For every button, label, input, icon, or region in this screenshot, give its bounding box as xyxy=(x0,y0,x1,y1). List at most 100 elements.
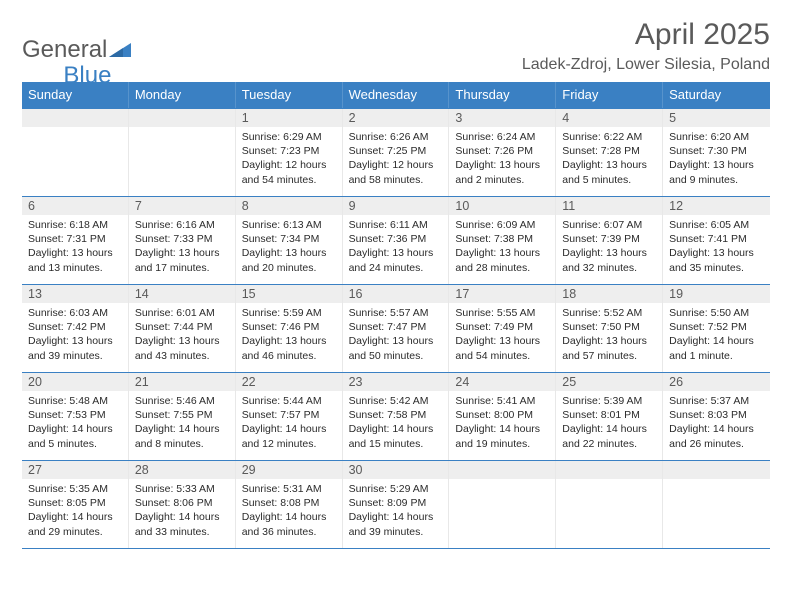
weekday-label: Saturday xyxy=(663,82,770,108)
sunset-text: Sunset: 8:03 PM xyxy=(669,408,764,422)
day-number: 22 xyxy=(236,373,343,391)
daylight-text: Daylight: 13 hours and 17 minutes. xyxy=(135,246,229,274)
sunset-text: Sunset: 7:57 PM xyxy=(242,408,336,422)
day-info: Sunrise: 5:31 AMSunset: 8:08 PMDaylight:… xyxy=(236,479,343,548)
sunset-text: Sunset: 7:28 PM xyxy=(562,144,656,158)
day-info: Sunrise: 5:52 AMSunset: 7:50 PMDaylight:… xyxy=(556,303,663,372)
sunrise-text: Sunrise: 6:07 AM xyxy=(562,218,656,232)
daylight-text: Daylight: 13 hours and 24 minutes. xyxy=(349,246,443,274)
sunset-text: Sunset: 8:06 PM xyxy=(135,496,229,510)
day-number: 30 xyxy=(343,461,450,479)
day-number: 5 xyxy=(663,109,770,127)
sunset-text: Sunset: 8:01 PM xyxy=(562,408,656,422)
week-daynum-row: 13141516171819 xyxy=(22,284,770,303)
day-number: 17 xyxy=(449,285,556,303)
day-number: 8 xyxy=(236,197,343,215)
day-number: 21 xyxy=(129,373,236,391)
week-daynum-row: 27282930 xyxy=(22,460,770,479)
day-info: Sunrise: 6:18 AMSunset: 7:31 PMDaylight:… xyxy=(22,215,129,284)
daylight-text: Daylight: 14 hours and 33 minutes. xyxy=(135,510,229,538)
day-info: Sunrise: 5:37 AMSunset: 8:03 PMDaylight:… xyxy=(663,391,770,460)
day-number: 28 xyxy=(129,461,236,479)
day-number xyxy=(556,461,663,479)
sunrise-text: Sunrise: 6:05 AM xyxy=(669,218,764,232)
sunrise-text: Sunrise: 5:57 AM xyxy=(349,306,443,320)
daylight-text: Daylight: 14 hours and 12 minutes. xyxy=(242,422,336,450)
daylight-text: Daylight: 13 hours and 46 minutes. xyxy=(242,334,336,362)
day-number: 15 xyxy=(236,285,343,303)
day-info: Sunrise: 6:07 AMSunset: 7:39 PMDaylight:… xyxy=(556,215,663,284)
sunset-text: Sunset: 7:33 PM xyxy=(135,232,229,246)
sunset-text: Sunset: 7:55 PM xyxy=(135,408,229,422)
day-info: Sunrise: 6:24 AMSunset: 7:26 PMDaylight:… xyxy=(449,127,556,196)
logo-text-general: General xyxy=(22,36,107,64)
day-number: 19 xyxy=(663,285,770,303)
sunrise-text: Sunrise: 5:41 AM xyxy=(455,394,549,408)
sunset-text: Sunset: 7:49 PM xyxy=(455,320,549,334)
day-info: Sunrise: 5:42 AMSunset: 7:58 PMDaylight:… xyxy=(343,391,450,460)
day-info: Sunrise: 5:29 AMSunset: 8:09 PMDaylight:… xyxy=(343,479,450,548)
sunrise-text: Sunrise: 6:09 AM xyxy=(455,218,549,232)
daylight-text: Daylight: 14 hours and 1 minute. xyxy=(669,334,764,362)
day-info xyxy=(556,479,663,548)
daylight-text: Daylight: 14 hours and 15 minutes. xyxy=(349,422,443,450)
sunrise-text: Sunrise: 5:46 AM xyxy=(135,394,229,408)
day-info: Sunrise: 6:16 AMSunset: 7:33 PMDaylight:… xyxy=(129,215,236,284)
sunrise-text: Sunrise: 6:26 AM xyxy=(349,130,443,144)
day-info: Sunrise: 5:35 AMSunset: 8:05 PMDaylight:… xyxy=(22,479,129,548)
sunset-text: Sunset: 7:53 PM xyxy=(28,408,122,422)
sunrise-text: Sunrise: 6:03 AM xyxy=(28,306,122,320)
sunset-text: Sunset: 7:46 PM xyxy=(242,320,336,334)
week-info-row: Sunrise: 6:29 AMSunset: 7:23 PMDaylight:… xyxy=(22,127,770,196)
day-info: Sunrise: 6:03 AMSunset: 7:42 PMDaylight:… xyxy=(22,303,129,372)
sunrise-text: Sunrise: 5:31 AM xyxy=(242,482,336,496)
day-info: Sunrise: 5:50 AMSunset: 7:52 PMDaylight:… xyxy=(663,303,770,372)
logo-triangle-icon xyxy=(109,39,131,62)
day-info: Sunrise: 6:01 AMSunset: 7:44 PMDaylight:… xyxy=(129,303,236,372)
sunrise-text: Sunrise: 5:59 AM xyxy=(242,306,336,320)
sunset-text: Sunset: 8:00 PM xyxy=(455,408,549,422)
day-info: Sunrise: 5:33 AMSunset: 8:06 PMDaylight:… xyxy=(129,479,236,548)
sunset-text: Sunset: 7:30 PM xyxy=(669,144,764,158)
day-number: 4 xyxy=(556,109,663,127)
sunrise-text: Sunrise: 6:29 AM xyxy=(242,130,336,144)
day-number: 9 xyxy=(343,197,450,215)
daylight-text: Daylight: 13 hours and 35 minutes. xyxy=(669,246,764,274)
week-daynum-row: 6789101112 xyxy=(22,196,770,215)
day-number: 18 xyxy=(556,285,663,303)
day-info: Sunrise: 5:57 AMSunset: 7:47 PMDaylight:… xyxy=(343,303,450,372)
sunrise-text: Sunrise: 5:55 AM xyxy=(455,306,549,320)
logo-text-blue: Blue xyxy=(63,62,111,90)
title-block: April 2025 Ladek-Zdroj, Lower Silesia, P… xyxy=(522,18,770,74)
sunset-text: Sunset: 7:44 PM xyxy=(135,320,229,334)
day-info: Sunrise: 6:11 AMSunset: 7:36 PMDaylight:… xyxy=(343,215,450,284)
sunrise-text: Sunrise: 5:50 AM xyxy=(669,306,764,320)
sunrise-text: Sunrise: 6:22 AM xyxy=(562,130,656,144)
day-info: Sunrise: 6:20 AMSunset: 7:30 PMDaylight:… xyxy=(663,127,770,196)
day-info: Sunrise: 5:41 AMSunset: 8:00 PMDaylight:… xyxy=(449,391,556,460)
location-text: Ladek-Zdroj, Lower Silesia, Poland xyxy=(522,56,770,74)
sunrise-text: Sunrise: 6:01 AM xyxy=(135,306,229,320)
sunset-text: Sunset: 7:50 PM xyxy=(562,320,656,334)
day-number: 1 xyxy=(236,109,343,127)
daylight-text: Daylight: 14 hours and 29 minutes. xyxy=(28,510,122,538)
daylight-text: Daylight: 12 hours and 54 minutes. xyxy=(242,158,336,186)
sunrise-text: Sunrise: 5:48 AM xyxy=(28,394,122,408)
sunset-text: Sunset: 8:05 PM xyxy=(28,496,122,510)
sunset-text: Sunset: 7:41 PM xyxy=(669,232,764,246)
sunrise-text: Sunrise: 6:20 AM xyxy=(669,130,764,144)
sunrise-text: Sunrise: 6:24 AM xyxy=(455,130,549,144)
day-info: Sunrise: 5:44 AMSunset: 7:57 PMDaylight:… xyxy=(236,391,343,460)
day-number: 24 xyxy=(449,373,556,391)
sunset-text: Sunset: 7:47 PM xyxy=(349,320,443,334)
week-daynum-row: 20212223242526 xyxy=(22,372,770,391)
sunset-text: Sunset: 7:38 PM xyxy=(455,232,549,246)
daylight-text: Daylight: 13 hours and 5 minutes. xyxy=(562,158,656,186)
daylight-text: Daylight: 12 hours and 58 minutes. xyxy=(349,158,443,186)
sunrise-text: Sunrise: 6:13 AM xyxy=(242,218,336,232)
day-number xyxy=(449,461,556,479)
daylight-text: Daylight: 13 hours and 9 minutes. xyxy=(669,158,764,186)
day-info: Sunrise: 6:22 AMSunset: 7:28 PMDaylight:… xyxy=(556,127,663,196)
sunset-text: Sunset: 7:52 PM xyxy=(669,320,764,334)
day-info: Sunrise: 5:39 AMSunset: 8:01 PMDaylight:… xyxy=(556,391,663,460)
